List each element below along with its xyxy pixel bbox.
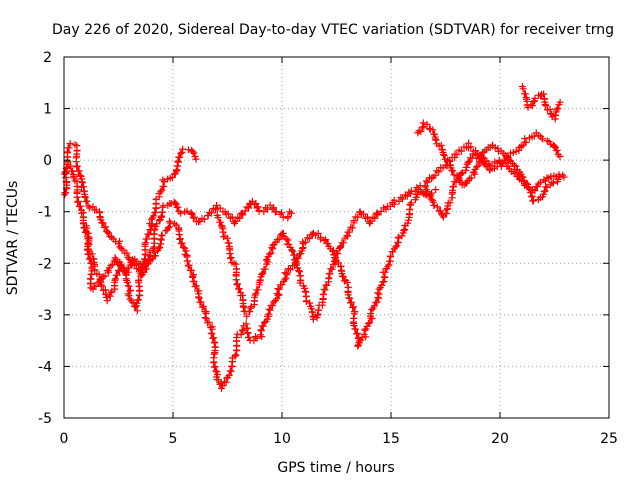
axis-ticks: 0 5 10 15 20 25 -5 -4 -3 -2 -1 0 1 2 (38, 50, 618, 447)
y-tick-label: -4 (38, 359, 52, 375)
x-tick-label: 10 (273, 431, 291, 447)
data-markers (61, 140, 200, 279)
y-tick-label: -3 (38, 308, 52, 324)
y-tick-label: 1 (43, 102, 52, 118)
series-track-7 (518, 83, 564, 123)
x-tick-label: 0 (60, 431, 69, 447)
series-track-1 (61, 140, 200, 279)
data-markers (414, 119, 567, 205)
x-tick-label: 5 (169, 431, 178, 447)
plot-frame (63, 56, 610, 419)
data-markers (518, 83, 564, 123)
data-markers (423, 129, 564, 221)
y-axis-label: SDTVAR / TECUs (5, 181, 21, 296)
y-tick-label: 0 (43, 153, 52, 169)
y-tick-label: -1 (38, 205, 52, 221)
series-track-5 (414, 119, 567, 205)
x-tick-label: 25 (600, 431, 618, 447)
x-tick-label: 20 (491, 431, 509, 447)
x-axis-label: GPS time / hours (277, 460, 394, 476)
chart-title: Day 226 of 2020, Sidereal Day-to-day VTE… (52, 22, 614, 38)
y-tick-label: -5 (38, 411, 52, 427)
x-tick-label: 15 (382, 431, 400, 447)
series-track-3 (82, 186, 440, 392)
data-markers (82, 186, 440, 392)
data-points (61, 83, 568, 392)
series-track-6 (423, 129, 564, 221)
y-tick-label: -2 (38, 256, 52, 272)
y-tick-label: 2 (43, 50, 52, 66)
